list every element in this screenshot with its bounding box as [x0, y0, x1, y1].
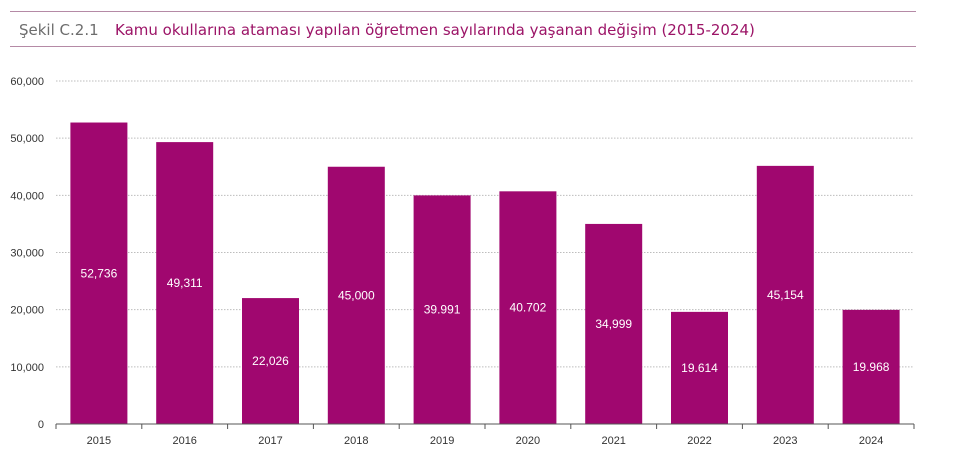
bar-2020 — [499, 191, 557, 424]
data-label-2023: 45,154 — [767, 288, 804, 302]
chart-title: Kamu okullarına ataması yapılan öğretmen… — [115, 21, 755, 39]
x-tick-label: 2022 — [687, 435, 711, 447]
y-tick-label: 50,000 — [10, 133, 44, 145]
data-label-2022: 19.614 — [681, 361, 718, 375]
x-tick-label: 2023 — [773, 435, 797, 447]
figure-header: Şekil C.2.1 Kamu okullarına ataması yapı… — [10, 11, 916, 47]
y-tick-label: 40,000 — [10, 190, 44, 202]
y-tick-label: 0 — [38, 419, 44, 431]
bar-2017 — [242, 298, 299, 424]
y-tick-label: 10,000 — [10, 362, 44, 374]
data-label-2020: 40.702 — [510, 301, 547, 315]
x-tick-label: 2021 — [601, 435, 625, 447]
x-axis: 2015 2016 2017 2018 2019 2020 2021 2022 2023 2024 — [55, 423, 915, 447]
bar-2015 — [70, 122, 128, 424]
x-tick-label: 2018 — [344, 435, 368, 447]
y-tick-label: 30,000 — [10, 248, 44, 260]
data-label-2021: 34,999 — [595, 317, 632, 331]
bar-2019 — [413, 195, 471, 424]
data-label-2024: 19.968 — [853, 360, 890, 374]
x-tick-label: 2024 — [859, 435, 883, 447]
bar-2016 — [156, 142, 214, 424]
data-label-2017: 22,026 — [252, 354, 289, 368]
figure-label: Şekil C.2.1 — [19, 21, 99, 39]
data-labels: 52,736 49,311 22,026 45,000 39.991 40.702 34,9… — [81, 266, 890, 375]
data-label-2018: 45,000 — [338, 288, 375, 302]
y-tick-label: 60,000 — [10, 76, 44, 88]
y-tick-label: 20,000 — [10, 305, 44, 317]
bars — [70, 122, 900, 424]
x-tick-label: 2015 — [87, 435, 111, 447]
bar-2023 — [756, 165, 814, 424]
bar-2024 — [842, 309, 900, 424]
x-tick-label: 2020 — [516, 435, 540, 447]
data-label-2019: 39.991 — [424, 303, 461, 317]
x-tick-label: 2019 — [430, 435, 454, 447]
bar-2021 — [585, 223, 643, 424]
data-label-2016: 49,311 — [167, 276, 203, 290]
y-axis: 0 10,000 20,000 30,000 40,000 50,000 60,000 — [10, 76, 44, 431]
data-label-2015: 52,736 — [81, 266, 118, 280]
x-tick-label: 2016 — [172, 435, 196, 447]
x-tick-label: 2017 — [258, 435, 282, 447]
bar-2018 — [327, 166, 385, 424]
bar-2022 — [671, 311, 728, 424]
